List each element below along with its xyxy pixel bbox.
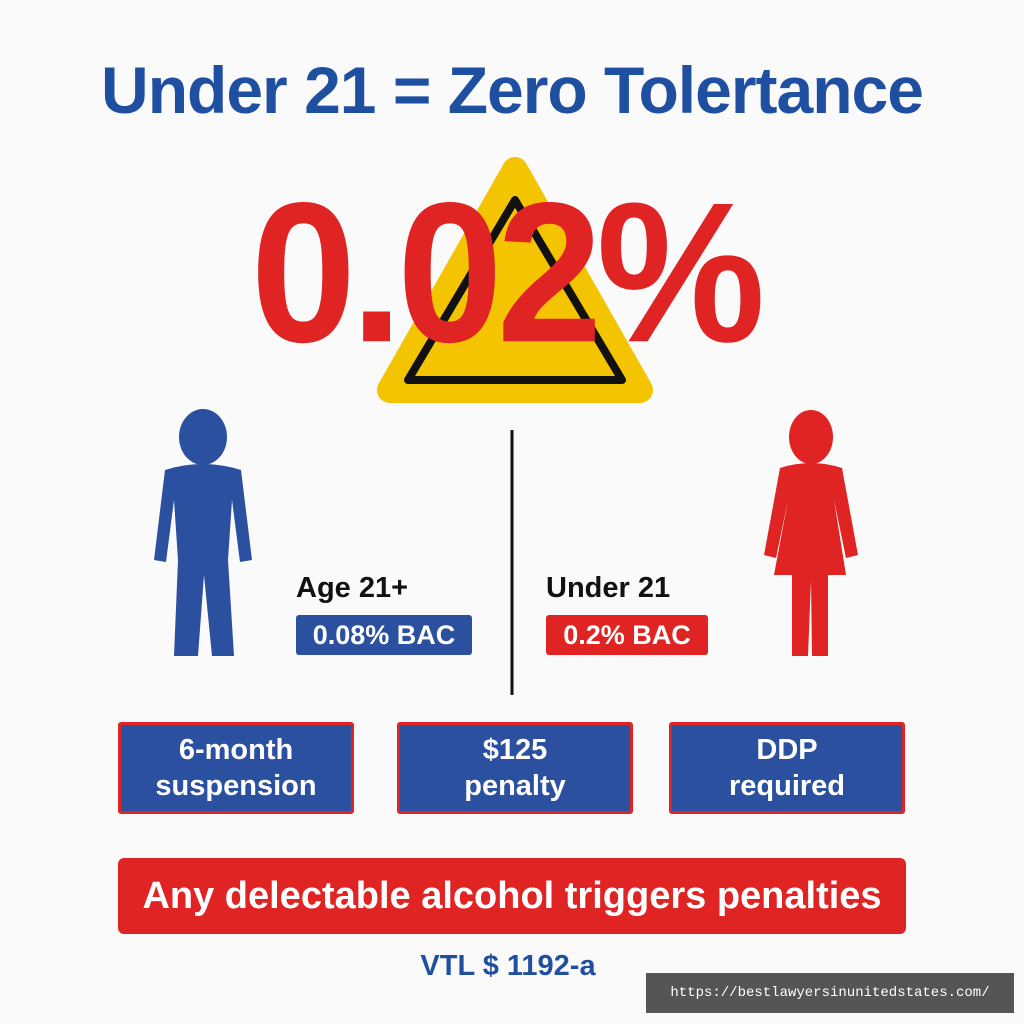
headline-limit: 0.02% <box>250 161 766 385</box>
male-figure <box>154 409 252 656</box>
right-label: Under 21 <box>546 572 671 604</box>
penalty-text: suspension <box>155 770 317 802</box>
penalty-text: required <box>728 770 846 802</box>
female-figure <box>764 410 858 656</box>
penalty-box: $125 penalty <box>397 722 633 814</box>
right-badge: 0.2% BAC <box>546 615 708 655</box>
penalty-text: $125 <box>482 734 548 766</box>
penalty-box: DDP required <box>669 722 905 814</box>
title: Under 21 = Zero Tolertance <box>101 53 924 127</box>
penalty-box: 6-month suspension <box>118 722 354 814</box>
left-badge: 0.08% BAC <box>296 615 472 655</box>
penalty-text: DDP <box>756 734 818 766</box>
url-watermark: https://bestlawyersinunitedstates.com/ <box>646 973 1014 1013</box>
banner: Any delectable alcohol triggers penaltie… <box>118 858 906 934</box>
penalty-text: 6-month <box>178 734 294 766</box>
left-label: Age 21+ <box>296 572 409 604</box>
penalty-text: penalty <box>464 770 566 802</box>
warning-outline <box>404 196 626 384</box>
warning-triangle <box>377 157 653 403</box>
citation: VTL $ 1192-a <box>420 950 596 982</box>
